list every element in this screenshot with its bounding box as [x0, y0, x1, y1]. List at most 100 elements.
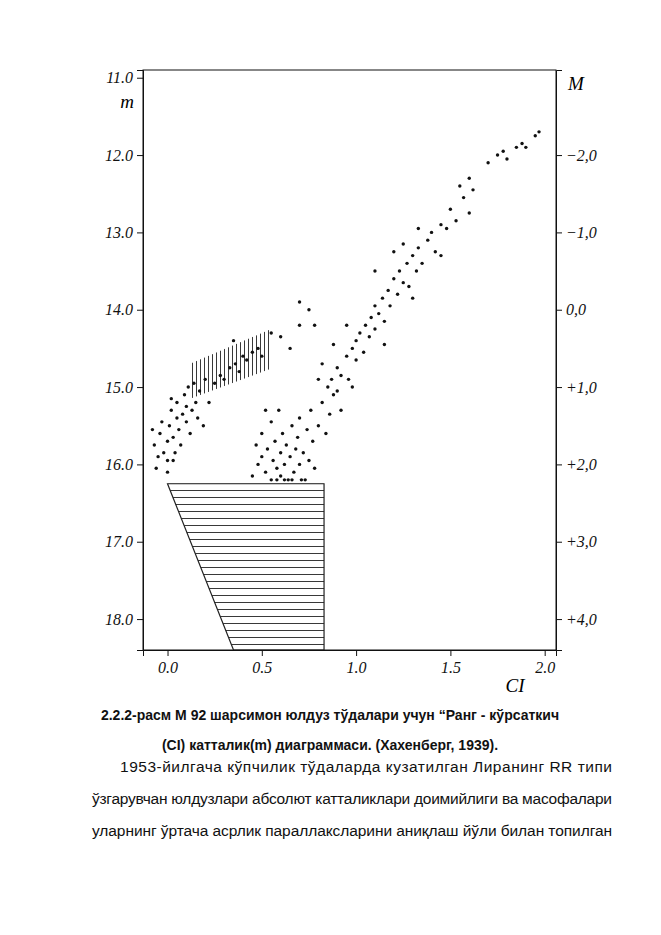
star-point — [271, 459, 274, 462]
star-point — [256, 347, 259, 350]
star-point — [339, 409, 342, 412]
tick-mark — [450, 650, 451, 656]
star-point — [298, 300, 301, 303]
tick: 0.0 — [158, 650, 178, 676]
star-point — [328, 412, 331, 415]
figure-caption: (CI) катталик(m) диаграммаси. (Хахенберг… — [162, 737, 498, 753]
star-point — [392, 277, 395, 280]
star-point — [415, 269, 418, 272]
star-point — [281, 432, 284, 435]
star-point — [264, 409, 267, 412]
star-point — [213, 382, 216, 385]
tick-label: 12.0 — [105, 147, 133, 164]
star-point — [283, 478, 286, 481]
star-point — [417, 227, 420, 230]
tick: 12.0 — [105, 147, 143, 164]
tick-mark — [137, 464, 143, 465]
star-point — [151, 428, 154, 431]
star-point — [317, 424, 320, 427]
star-point — [471, 188, 474, 191]
star-point — [302, 451, 305, 454]
star-point — [430, 231, 433, 234]
tick-label: +3,0 — [566, 533, 597, 550]
star-point — [434, 250, 437, 253]
tick: +2,0 — [556, 456, 597, 473]
star-point — [534, 134, 537, 137]
star-point — [449, 208, 452, 211]
star-point — [373, 327, 376, 330]
star-point — [402, 242, 405, 245]
star-point — [369, 316, 372, 319]
star-point — [383, 343, 386, 346]
x-axis-title: CI — [506, 675, 527, 696]
hatched-region — [190, 330, 269, 399]
y-axis-title: m — [120, 91, 134, 112]
tick: +4,0 — [556, 611, 597, 628]
tick-mark — [556, 542, 562, 543]
star-point — [166, 440, 169, 443]
tick-label: 0,0 — [566, 301, 586, 318]
star-point — [326, 385, 329, 388]
star-point — [300, 478, 303, 481]
star-point — [320, 362, 323, 365]
star-point — [287, 478, 290, 481]
star-point — [411, 254, 414, 257]
plot-frame — [143, 70, 556, 650]
tick: 11.0 — [106, 69, 143, 86]
star-point — [296, 436, 299, 439]
star-point — [330, 378, 333, 381]
axis: −2,0−1,00,0+1,0+2,0+3,0+4,0 — [556, 71, 597, 651]
tick-label: +4,0 — [566, 611, 597, 628]
tick-label: 2.0 — [535, 659, 555, 676]
star-point — [445, 227, 448, 230]
star-point — [324, 432, 327, 435]
star-point — [171, 436, 174, 439]
star-point — [170, 409, 173, 412]
star-point — [298, 416, 301, 419]
star-point — [386, 289, 389, 292]
tick: −1,0 — [556, 224, 597, 241]
star-point — [377, 312, 380, 315]
star-point — [332, 343, 335, 346]
tick: 13.0 — [105, 224, 143, 241]
tick-mark — [137, 310, 143, 311]
star-point — [237, 370, 240, 373]
star-point — [185, 420, 188, 423]
tick: 16.0 — [105, 456, 143, 473]
star-point — [468, 177, 471, 180]
tick-mark — [137, 232, 143, 233]
tick: 14.0 — [105, 301, 143, 318]
star-point — [194, 401, 197, 404]
star-point — [398, 269, 401, 272]
tick-mark — [556, 619, 562, 620]
star-point — [260, 432, 263, 435]
star-point — [158, 432, 161, 435]
star-point — [254, 443, 257, 446]
star-point — [275, 467, 278, 470]
star-point — [336, 366, 339, 369]
tick-mark — [556, 387, 562, 388]
star-point — [373, 304, 376, 307]
star-point — [175, 401, 178, 404]
figure-caption: 2.2.2-расм М 92 шарсимон юлдуз тўдалари … — [101, 707, 559, 723]
star-point — [234, 362, 237, 365]
star-point — [279, 474, 282, 477]
star-point — [285, 443, 288, 446]
y2-axis-title: M — [567, 73, 585, 94]
star-point — [192, 382, 195, 385]
star-point — [332, 393, 335, 396]
tick: −2,0 — [556, 147, 597, 164]
star-point — [219, 374, 222, 377]
star-point — [505, 157, 508, 160]
star-point — [264, 470, 267, 473]
tick-label: 16.0 — [105, 456, 133, 473]
star-point — [153, 443, 156, 446]
paragraph-line: 1953-йилгача кўпчилик тўдаларда кузатилг… — [120, 758, 612, 775]
star-point — [162, 451, 165, 454]
star-point — [501, 150, 504, 153]
star-point — [204, 378, 207, 381]
star-point — [173, 451, 176, 454]
tick-label: 14.0 — [105, 301, 133, 318]
star-point — [179, 443, 182, 446]
star-point — [202, 424, 205, 427]
